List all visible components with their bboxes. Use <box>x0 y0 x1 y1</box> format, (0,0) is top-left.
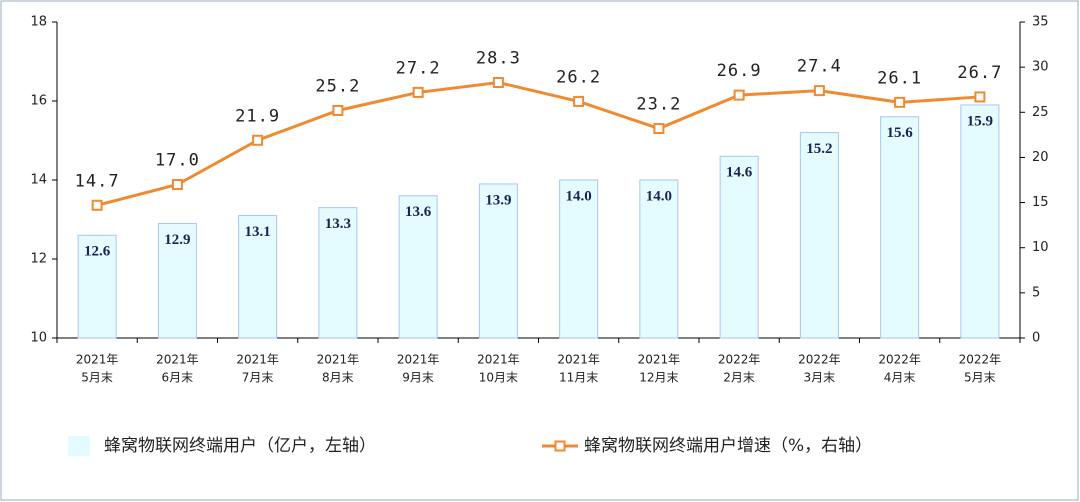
x-tick-label: 2021年 <box>397 353 440 367</box>
x-tick-label: 8月末 <box>322 371 354 385</box>
bar-value-label: 15.9 <box>967 113 993 129</box>
line-value-label: 25.2 <box>315 76 360 96</box>
y2-tick-label: 30 <box>1032 60 1049 75</box>
x-tick-label: 2021年 <box>638 353 681 367</box>
x-tick-label: 2021年 <box>317 353 360 367</box>
bar-value-label: 15.2 <box>806 141 832 157</box>
y2-tick-label: 5 <box>1032 285 1040 300</box>
bar <box>880 116 920 339</box>
line-value-label: 27.2 <box>396 58 441 78</box>
bar-value-label: 14.6 <box>726 165 753 181</box>
y2-tick-label: 25 <box>1032 105 1049 120</box>
line-marker <box>492 76 504 88</box>
bar-value-label: 13.1 <box>245 224 271 240</box>
x-tick-label: 2月末 <box>723 371 755 385</box>
x-tick-label: 9月末 <box>402 371 434 385</box>
x-tick-label: 2021年 <box>236 353 279 367</box>
x-tick-label: 5月末 <box>81 371 113 385</box>
legend-swatch <box>554 440 566 452</box>
legend-label: 蜂窝物联网终端用户（亿户，左轴） <box>104 436 376 456</box>
line-marker <box>733 89 745 101</box>
x-tick-label: 2021年 <box>76 353 119 367</box>
bar <box>398 195 438 339</box>
line <box>96 80 980 207</box>
x-tick-label: 11月末 <box>559 371 598 385</box>
bar <box>719 155 759 339</box>
x-tick-label: 7月末 <box>242 371 274 385</box>
bar-value-label: 14.0 <box>566 188 592 204</box>
line-marker <box>332 104 344 116</box>
bar <box>960 104 1000 339</box>
bar <box>799 132 839 339</box>
x-tick-label: 2021年 <box>156 353 199 367</box>
y-tick-label: 14 <box>30 173 47 188</box>
x-tick-label: 2022年 <box>718 353 761 367</box>
line-marker <box>412 86 424 98</box>
line-value-label: 21.9 <box>235 106 280 126</box>
bar <box>639 179 679 339</box>
legend-label: 蜂窝物联网终端用户增速（%，右轴） <box>584 436 872 456</box>
y2-tick-label: 0 <box>1032 331 1040 346</box>
bar-value-label: 14.0 <box>646 188 672 204</box>
x-tick-label: 2022年 <box>798 353 841 367</box>
bar <box>77 234 117 339</box>
line-value-label: 26.2 <box>556 67 601 87</box>
line-marker <box>171 179 183 191</box>
x-tick-label: 3月末 <box>804 371 836 385</box>
bar-value-label: 15.6 <box>887 125 914 141</box>
y-tick-label: 16 <box>30 94 47 109</box>
bar <box>238 215 278 339</box>
line-marker <box>573 95 585 107</box>
line-marker <box>252 134 264 146</box>
x-tick-label: 6月末 <box>162 371 194 385</box>
line-marker <box>974 91 986 103</box>
line-marker <box>653 123 665 135</box>
legend-swatch <box>68 436 90 456</box>
y-tick-label: 18 <box>30 15 47 30</box>
line-value-label: 23.2 <box>636 95 681 115</box>
x-tick-label: 12月末 <box>639 371 678 385</box>
y2-tick-label: 10 <box>1032 240 1049 255</box>
bar <box>318 207 358 339</box>
line-value-label: 27.4 <box>797 57 842 77</box>
x-tick-label: 2022年 <box>878 353 921 367</box>
line-value-label: 28.3 <box>476 48 521 68</box>
bar <box>157 222 197 339</box>
y2-tick-label: 35 <box>1032 15 1049 30</box>
bar <box>559 179 599 339</box>
bar-value-label: 12.6 <box>84 244 111 260</box>
x-tick-label: 4月末 <box>884 371 916 385</box>
y-tick-label: 10 <box>30 331 47 346</box>
y2-tick-label: 15 <box>1032 195 1049 210</box>
line-marker <box>91 199 103 211</box>
bar-value-label: 13.3 <box>325 216 351 232</box>
x-tick-label: 2021年 <box>477 353 520 367</box>
line-value-label: 26.9 <box>717 61 762 81</box>
bar <box>478 183 518 339</box>
bar-value-label: 12.9 <box>164 232 190 248</box>
x-tick-label: 2022年 <box>959 353 1002 367</box>
x-tick-label: 2021年 <box>557 353 600 367</box>
bar-value-label: 13.6 <box>405 204 432 220</box>
line-value-label: 17.0 <box>155 151 200 171</box>
y2-tick-label: 20 <box>1032 150 1049 165</box>
bar-value-label: 13.9 <box>485 192 511 208</box>
line-value-label: 26.1 <box>877 68 922 88</box>
line-marker <box>894 96 906 108</box>
line-marker <box>813 85 825 97</box>
x-tick-label: 5月末 <box>964 371 996 385</box>
line-value-label: 14.7 <box>75 171 120 191</box>
y-tick-label: 12 <box>30 252 47 267</box>
x-tick-label: 10月末 <box>479 371 518 385</box>
line-value-label: 26.7 <box>957 63 1002 83</box>
